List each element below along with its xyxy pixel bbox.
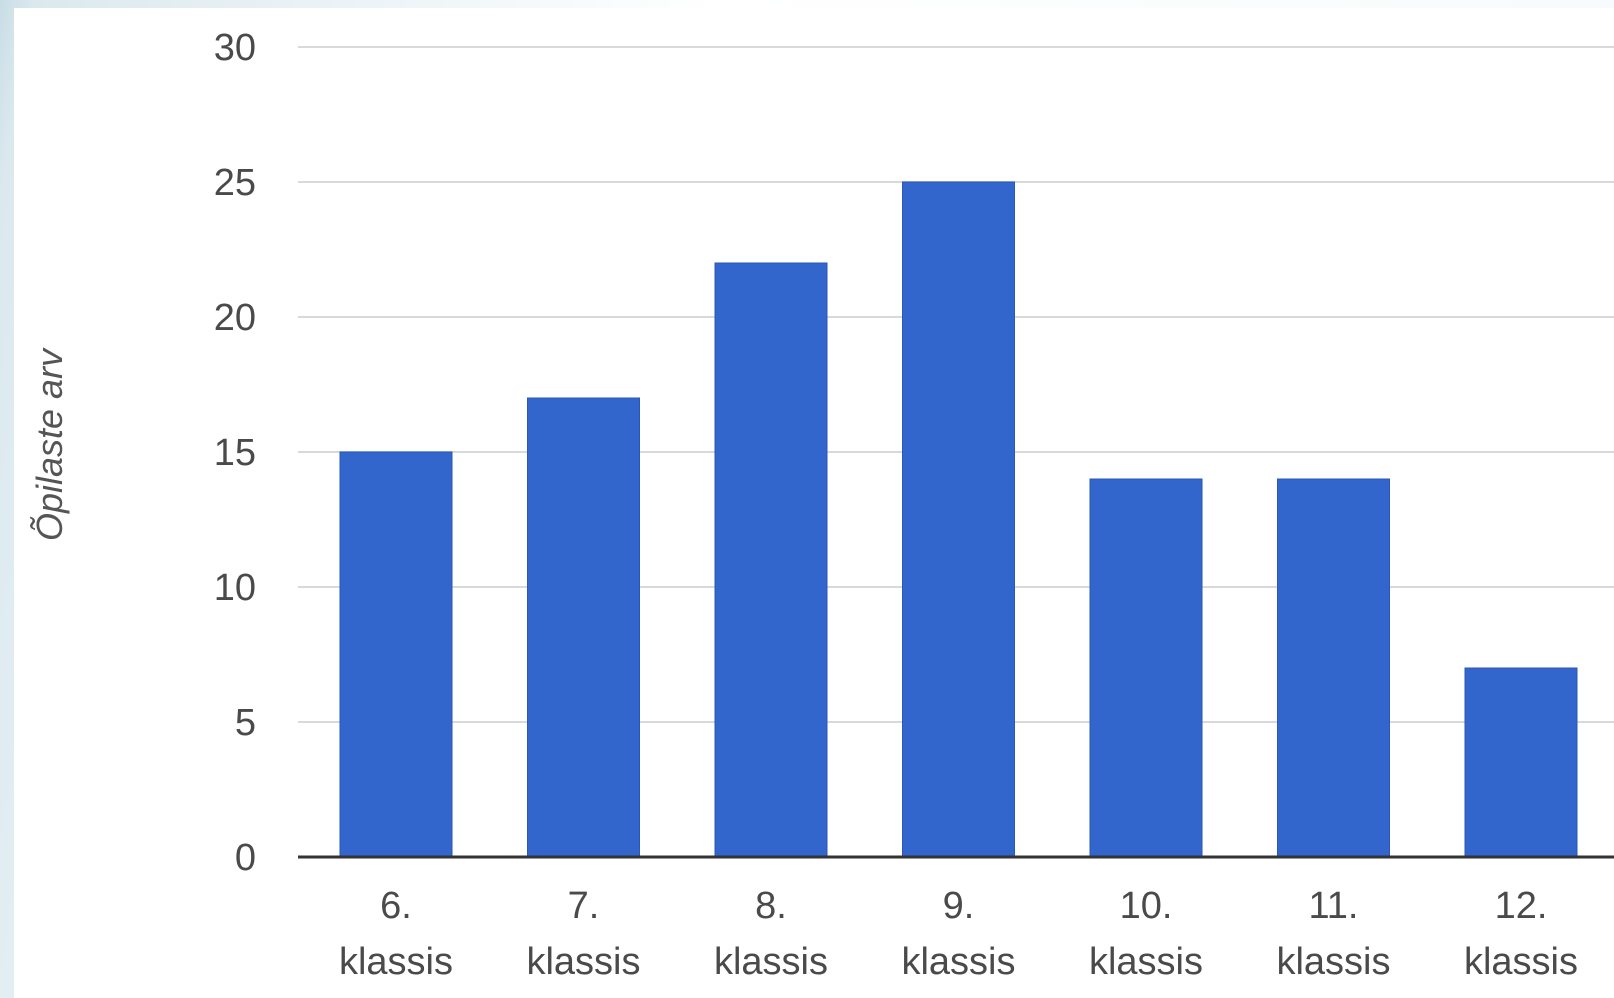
- bar: [902, 181, 1015, 858]
- y-tick-label: 25: [214, 162, 256, 204]
- y-tick-label: 10: [214, 567, 256, 609]
- x-tick-label: 6. klassis: [339, 885, 453, 983]
- bar: [339, 451, 453, 858]
- bars: [339, 181, 1578, 858]
- x-tick-label: 11. klassis: [1276, 885, 1390, 983]
- x-tick-labels: 6. klassis 7. klassis 8. klassis 9. klassis 10. k…: [339, 885, 1578, 983]
- y-tick-label: 15: [214, 432, 256, 474]
- x-tick-label: 8. klassis: [714, 885, 828, 983]
- y-tick-label: 0: [235, 837, 256, 879]
- y-axis-label: Õpilaste arv: [29, 347, 70, 541]
- bar: [1277, 478, 1390, 858]
- y-tick-label: 5: [235, 702, 256, 744]
- x-tick-label: 12. klassis: [1464, 885, 1578, 983]
- y-tick-label: 20: [214, 297, 256, 339]
- bar: [527, 397, 640, 858]
- bar: [714, 262, 828, 858]
- y-tick-label: 30: [214, 27, 256, 69]
- y-tick-labels: 0 5 10 15 20 25 30: [214, 27, 256, 879]
- x-tick-label: 7. klassis: [526, 885, 640, 983]
- bar: [1089, 478, 1203, 858]
- x-tick-label: 10. klassis: [1089, 885, 1203, 983]
- bar: [1464, 667, 1578, 858]
- x-tick-label: 9. klassis: [901, 885, 1015, 983]
